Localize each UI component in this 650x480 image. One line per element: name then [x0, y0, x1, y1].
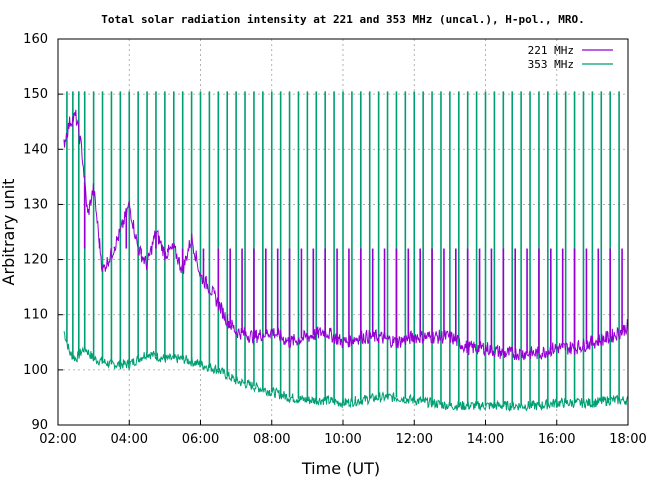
y-axis-label: Arbitrary unit: [0, 179, 18, 286]
y-tick-label: 90: [31, 418, 48, 433]
chart-title: Total solar radiation intensity at 221 a…: [101, 13, 584, 26]
x-tick-label: 12:00: [396, 432, 433, 447]
y-tick-label: 130: [23, 197, 48, 212]
y-tick-label: 140: [23, 142, 48, 157]
x-tick-label: 14:00: [467, 432, 504, 447]
series-lines: [63, 109, 629, 413]
y-tick-labels: 90 100 110 120 130 140 150 160: [23, 32, 63, 433]
x-tick-label: 08:00: [253, 432, 290, 447]
series-line-353-mhz: [63, 331, 629, 413]
x-tick-label: 16:00: [538, 432, 575, 447]
x-tick-label: 18:00: [609, 432, 646, 447]
x-tick-label: 02:00: [39, 432, 76, 447]
y-tick-label: 110: [23, 308, 48, 323]
series-line-221-mhz: [63, 109, 629, 361]
x-axis-label: Time (UT): [301, 459, 380, 478]
x-tick-label: 06:00: [182, 432, 219, 447]
x-tick-label: 04:00: [111, 432, 148, 447]
y-tick-label: 150: [23, 87, 48, 102]
legend-label: 353 MHz: [528, 58, 574, 71]
y-tick-label: 160: [23, 32, 48, 47]
x-tick-labels: 02:00 04:00 06:00 08:00 10:00 12:00 14:00 16:00…: [39, 420, 647, 447]
y-tick-label: 100: [23, 363, 48, 378]
legend-label: 221 MHz: [528, 44, 574, 57]
x-tick-label: 10:00: [324, 432, 361, 447]
y-tick-label: 120: [23, 253, 48, 268]
